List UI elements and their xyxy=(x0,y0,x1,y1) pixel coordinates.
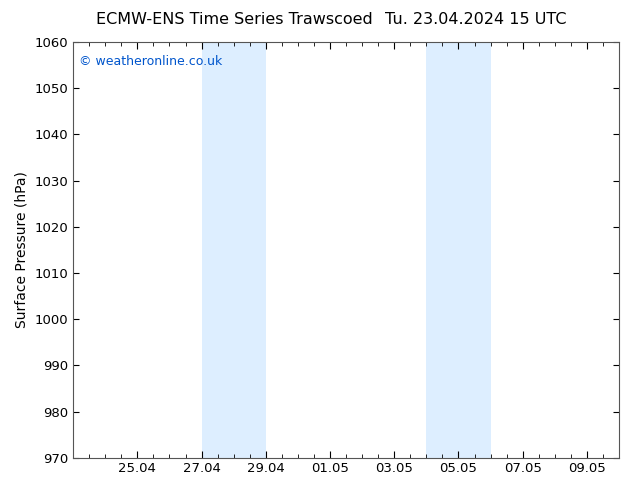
Text: Tu. 23.04.2024 15 UTC: Tu. 23.04.2024 15 UTC xyxy=(385,12,566,27)
Text: ECMW-ENS Time Series Trawscoed: ECMW-ENS Time Series Trawscoed xyxy=(96,12,373,27)
Y-axis label: Surface Pressure (hPa): Surface Pressure (hPa) xyxy=(15,172,29,328)
Bar xyxy=(426,42,491,458)
Text: © weatheronline.co.uk: © weatheronline.co.uk xyxy=(79,54,222,68)
Bar xyxy=(202,42,266,458)
